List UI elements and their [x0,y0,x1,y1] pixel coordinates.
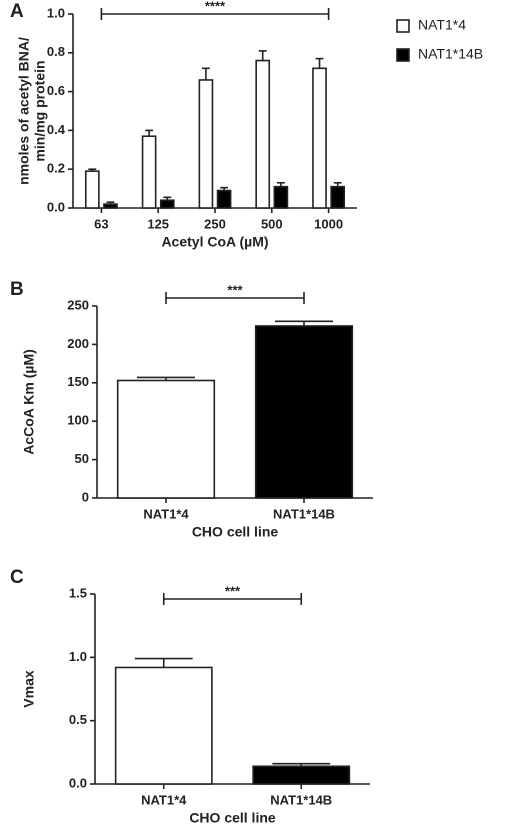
bar [141,135,157,209]
x-tick-label: 125 [147,216,169,231]
y-tick-label: 150 [67,374,89,389]
y-tick-label: 100 [67,413,89,428]
bar [252,765,351,785]
panel-label: C [10,567,24,588]
y-tick-label: 0.8 [47,44,65,59]
bar [103,203,118,209]
x-tick-label: 500 [261,216,283,231]
bar [114,666,213,785]
legend-swatch [396,19,410,33]
significance: *** [227,282,243,297]
y-tick-label: 1.0 [69,649,87,664]
y-axis-title: Vmax [21,670,37,708]
legend-swatch [396,48,410,62]
y-tick-label: 0 [82,489,89,504]
bar [330,185,346,209]
panel-label: B [10,279,24,300]
bar [312,67,327,209]
x-tick-label: 63 [94,216,108,231]
bar [116,379,216,499]
y-tick-label: 250 [67,297,89,312]
x-axis-title: CHO cell line [192,524,279,540]
y-tick-label: 0.5 [69,712,87,727]
y-tick-label: 0.6 [47,83,65,98]
x-axis-title: Acetyl CoA (µM) [161,234,268,250]
x-tick-label: NAT1*14B [273,506,335,521]
significance: **** [205,0,226,13]
x-tick-label: 250 [204,216,226,231]
bar [255,59,271,209]
x-tick-label: NAT1*4 [141,792,187,807]
y-tick-label: 1.5 [69,585,87,600]
y-tick-label: 200 [67,336,89,351]
bar [198,79,214,209]
y-tick-label: 0.0 [69,775,87,790]
x-tick-label: NAT1*4 [143,506,189,521]
y-axis-title: AcCoA Km (µM) [21,349,37,455]
x-tick-label: 1000 [314,216,343,231]
y-axis-title: nmoles of acetyl BNA/ [16,37,32,185]
y-tick-label: 0.4 [47,122,66,137]
significance: *** [225,583,241,598]
panel-label: A [10,1,24,22]
x-axis-title: CHO cell line [189,810,276,826]
y-tick-label: 50 [75,451,89,466]
bar [273,185,289,209]
legend-label: NAT1*4 [418,17,466,33]
bar [159,199,175,209]
y-axis-title: min/mg protein [32,60,48,161]
x-tick-label: NAT1*14B [270,792,332,807]
bar [84,170,100,209]
y-tick-label: 0.2 [47,161,65,176]
legend-label: NAT1*14B [418,46,483,62]
bar [254,325,354,499]
y-tick-label: 1.0 [47,5,65,20]
y-tick-label: 0.0 [47,199,65,214]
bar [216,189,232,209]
